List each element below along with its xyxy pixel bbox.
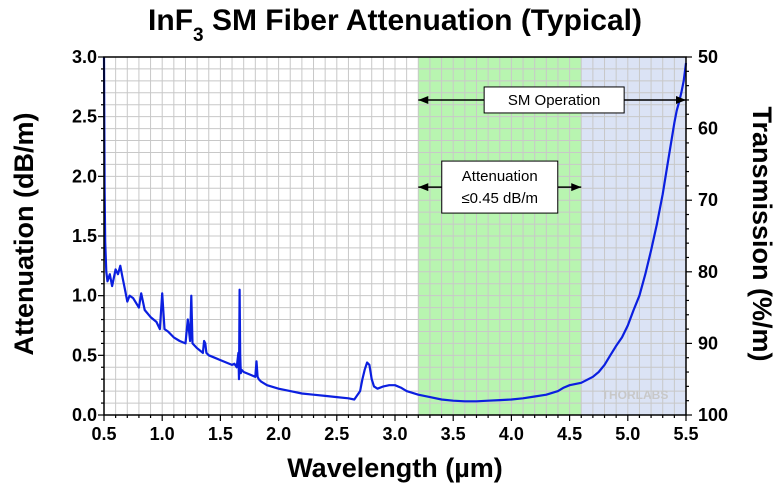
y2-tick-label: 100 <box>698 405 728 425</box>
x-axis-title: Wavelength (µm) <box>287 453 503 483</box>
y2-tick-label: 60 <box>698 119 718 139</box>
arrowhead-left <box>418 183 429 192</box>
y-tick-label: 1.5 <box>72 226 97 246</box>
y2-tick-label: 80 <box>698 262 718 282</box>
attenuation-range-label: Attenuation <box>462 168 538 185</box>
arrowhead-right <box>676 95 686 104</box>
x-tick-label: 4.0 <box>499 424 524 444</box>
attenuation-line <box>102 56 688 403</box>
x-tick-label: 5.5 <box>673 424 698 444</box>
grid-lines <box>104 57 686 415</box>
attenuation-range-box <box>441 160 559 214</box>
y-tick-label: 2.5 <box>72 107 97 127</box>
x-tick-label: 1.0 <box>150 424 175 444</box>
attenuation-series <box>102 56 688 403</box>
sm-operation-box <box>483 86 625 114</box>
x-tick-label: 5.0 <box>615 424 640 444</box>
x-tick-label: 4.5 <box>557 424 582 444</box>
x-tick-label: 0.5 <box>91 424 116 444</box>
y2-tick-label: 70 <box>698 190 718 210</box>
y2-axis-ticks: 50 60 70 80 90 100 <box>686 47 728 425</box>
y-axis-title: Attenuation (dB/m) <box>9 113 39 356</box>
y-tick-label: 0.5 <box>72 345 97 365</box>
chart-title: InF3 SM Fiber Attenuation (Typical) <box>148 4 642 46</box>
attenuation-range-label: ≤0.45 dB/m <box>461 190 538 207</box>
y2-axis-title: Transmission (%/m) <box>747 106 777 361</box>
x-tick-label: 3.0 <box>382 424 407 444</box>
x-tick-label: 3.5 <box>441 424 466 444</box>
arrowhead-left <box>418 95 429 104</box>
arrowhead-right <box>571 183 582 192</box>
y-tick-label: 1.0 <box>72 286 97 306</box>
x-tick-label: 2.0 <box>266 424 291 444</box>
x-tick-label: 1.5 <box>208 424 233 444</box>
y-axis-ticks: 0.0 0.5 1.0 1.5 2.0 2.5 3.0 <box>72 47 104 425</box>
x-axis-ticks: 0.5 1.0 1.5 2.0 2.5 3.0 3.5 4.0 4.5 5.0 5.5 <box>91 415 699 444</box>
chart-title-subscript: 3 <box>193 25 204 46</box>
y2-tick-label: 50 <box>698 47 718 67</box>
y2-tick-label: 90 <box>698 333 718 353</box>
sm-operation-label: SM Operation <box>508 92 601 109</box>
y-tick-label: 0.0 <box>72 405 97 425</box>
watermark: THORLABS <box>602 388 669 402</box>
x-tick-label: 2.5 <box>324 424 349 444</box>
y-tick-label: 2.0 <box>72 166 97 186</box>
y-tick-label: 3.0 <box>72 47 97 67</box>
annotations: SM Operation Attenuation ≤0.45 dB/m <box>418 86 686 214</box>
